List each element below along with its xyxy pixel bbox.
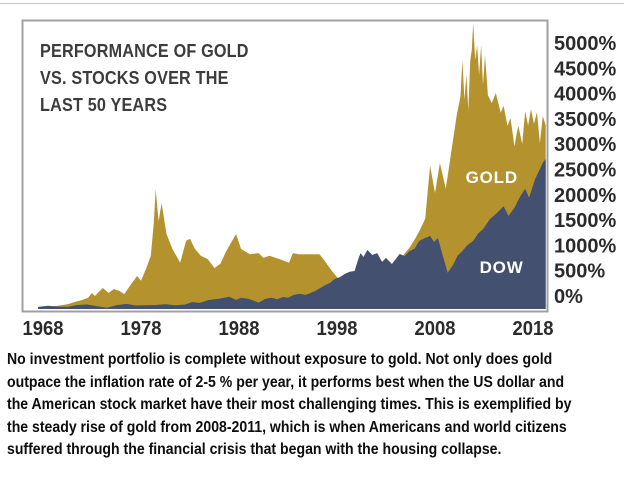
chart-title-line-3: LAST 50 YEARS bbox=[40, 95, 168, 115]
dow-area bbox=[38, 159, 546, 309]
caption-line: the American stock market have their mos… bbox=[7, 396, 572, 413]
chart-title: PERFORMANCE OF GOLD VS. STOCKS OVER THE … bbox=[40, 38, 272, 119]
y-axis-tick-label: 1500% bbox=[554, 210, 616, 232]
dow-series-label: DOW bbox=[480, 258, 524, 277]
x-axis-tick-label: 1998 bbox=[317, 318, 358, 340]
gold-area bbox=[38, 22, 546, 310]
page-top-border bbox=[0, 3, 624, 4]
y-axis-tick-label: 0% bbox=[554, 286, 583, 308]
y-axis-tick-label: 1000% bbox=[554, 235, 616, 257]
gold-series-label: GOLD bbox=[466, 168, 518, 187]
caption-line: outpace the inflation rate of 2-5 % per … bbox=[7, 373, 565, 391]
caption-line: the steady rise of gold from 2008-2011, … bbox=[7, 418, 567, 436]
y-axis-tick-label: 500% bbox=[554, 261, 605, 283]
y-axis-tick-label: 5000% bbox=[554, 33, 616, 55]
y-axis-tick-label: 2000% bbox=[554, 185, 616, 207]
chart-title-line-1: PERFORMANCE OF GOLD bbox=[40, 41, 249, 61]
y-axis-tick-label: 4500% bbox=[554, 58, 616, 80]
x-axis-tick-label: 2008 bbox=[415, 318, 456, 340]
caption-line: No investment portfolio is complete with… bbox=[7, 351, 553, 368]
y-axis-tick-label: 3500% bbox=[554, 109, 616, 131]
y-axis-tick-label: 4000% bbox=[554, 84, 616, 106]
chart-title-line-2: VS. STOCKS OVER THE bbox=[40, 68, 229, 88]
x-axis-tick-label: 2018 bbox=[513, 318, 554, 340]
caption-line: suffered through the financial crisis th… bbox=[7, 441, 502, 458]
y-axis-tick-label: 2500% bbox=[554, 160, 616, 182]
gold-vs-dow-area-chart: GOLD DOW 5000% 4500% 4000% 3500% 3000% 2500% 200… bbox=[21, 19, 616, 340]
y-axis-tick-label: 3000% bbox=[554, 134, 616, 156]
caption-paragraph: No investment portfolio is complete with… bbox=[7, 349, 624, 462]
x-axis-tick-label: 1988 bbox=[219, 318, 260, 340]
x-axis-tick-label: 1978 bbox=[121, 318, 162, 340]
x-axis-tick-label: 1968 bbox=[23, 318, 64, 340]
